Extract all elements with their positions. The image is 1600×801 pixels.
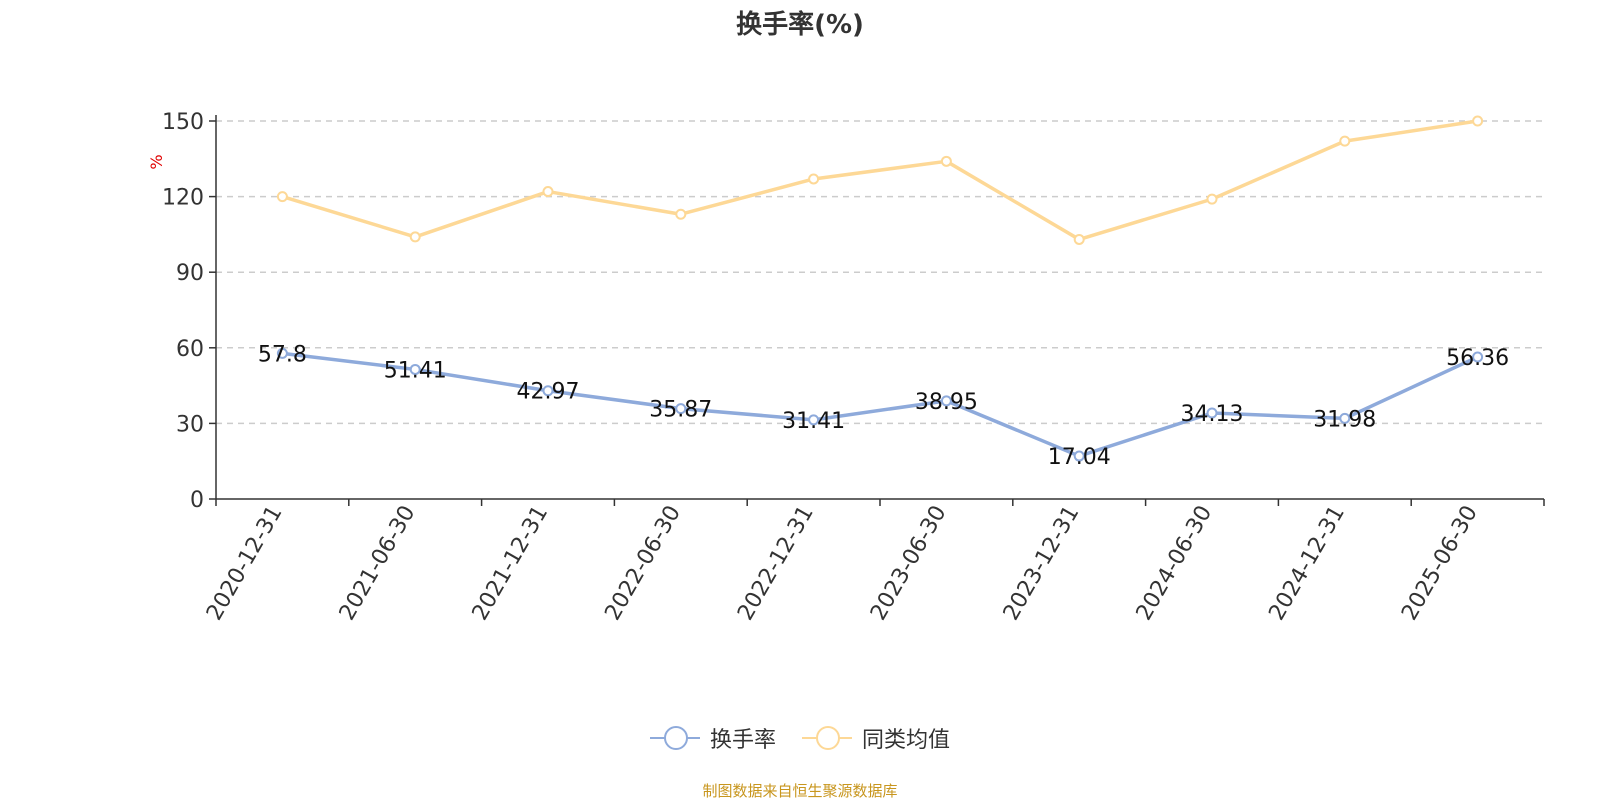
data-point bbox=[276, 191, 288, 203]
data-point bbox=[276, 347, 288, 359]
y-tick-label: 30 bbox=[176, 412, 204, 437]
grid-lines bbox=[216, 120, 1544, 425]
series-line bbox=[282, 351, 1479, 458]
y-tick-label: 150 bbox=[162, 110, 204, 135]
data-point bbox=[542, 385, 554, 397]
legend-swatch-icon bbox=[649, 725, 700, 751]
data-label: 42.97 bbox=[517, 380, 580, 405]
x-tick-label: 2025-06-30 bbox=[1397, 502, 1483, 625]
data-point bbox=[940, 155, 952, 167]
data-label: 57.8 bbox=[258, 342, 307, 367]
legend-label: 换手率 bbox=[709, 728, 776, 753]
x-tick-label: 2024-06-30 bbox=[1132, 502, 1218, 625]
y-tick-label: 60 bbox=[176, 337, 204, 362]
data-point bbox=[808, 414, 820, 426]
x-tick-label: 2021-06-30 bbox=[335, 502, 421, 625]
data-point bbox=[1472, 351, 1484, 363]
data-point bbox=[409, 363, 421, 375]
data-point bbox=[675, 208, 687, 220]
source-note: 制图数据来自恒生聚源数据库 bbox=[702, 782, 898, 800]
legend-label: 同类均值 bbox=[862, 728, 951, 753]
legend-item[interactable]: 换手率 bbox=[649, 722, 776, 754]
legend: 换手率 同类均值 bbox=[0, 722, 1600, 754]
x-tick-label: 2023-12-31 bbox=[999, 502, 1085, 625]
data-point bbox=[808, 173, 820, 185]
data-label: 17.04 bbox=[1048, 445, 1111, 470]
data-point bbox=[1206, 407, 1218, 419]
x-tick-label: 2024-12-31 bbox=[1264, 502, 1350, 625]
data-label: 56.36 bbox=[1446, 346, 1509, 371]
data-point bbox=[1339, 135, 1351, 147]
data-point bbox=[675, 403, 687, 415]
legend-item[interactable]: 同类均值 bbox=[802, 722, 950, 754]
legend-swatch-icon bbox=[802, 725, 852, 751]
y-tick-label: 90 bbox=[176, 261, 204, 286]
data-point bbox=[1339, 412, 1351, 424]
x-tick-label: 2020-12-31 bbox=[202, 502, 288, 625]
data-label: 31.98 bbox=[1313, 407, 1376, 432]
data-point bbox=[1206, 193, 1218, 205]
x-tick-label: 2022-06-30 bbox=[600, 502, 686, 625]
series bbox=[276, 115, 1484, 462]
data-label: 31.41 bbox=[782, 409, 845, 434]
series-line bbox=[281, 119, 1478, 242]
y-tick-label: 120 bbox=[162, 186, 204, 211]
chart-title: 换手率(%) bbox=[736, 10, 864, 40]
data-point bbox=[542, 186, 554, 198]
y-axis-label: % bbox=[147, 154, 166, 169]
x-tick-label: 2021-12-31 bbox=[468, 502, 554, 625]
data-point bbox=[409, 231, 421, 243]
data-label: 35.87 bbox=[649, 398, 712, 423]
data-point bbox=[940, 395, 952, 407]
data-label: 38.95 bbox=[915, 390, 978, 415]
data-point bbox=[1472, 115, 1484, 127]
y-tick-label: 0 bbox=[190, 488, 204, 513]
x-tick-label: 2022-12-31 bbox=[733, 502, 819, 625]
axes: 0 30 60 90 120 150% 2020-12-31 2021-06-30 2021-1… bbox=[147, 110, 1545, 625]
x-tick-label: 2023-06-30 bbox=[866, 502, 952, 625]
data-labels: 57.8 51.41 42.97 35.87 31.41 38.95 17.04 34.13 3… bbox=[258, 342, 1509, 470]
data-label: 34.13 bbox=[1181, 402, 1244, 427]
data-point bbox=[1073, 450, 1085, 462]
data-label: 51.41 bbox=[384, 358, 447, 383]
data-point bbox=[1073, 233, 1085, 245]
